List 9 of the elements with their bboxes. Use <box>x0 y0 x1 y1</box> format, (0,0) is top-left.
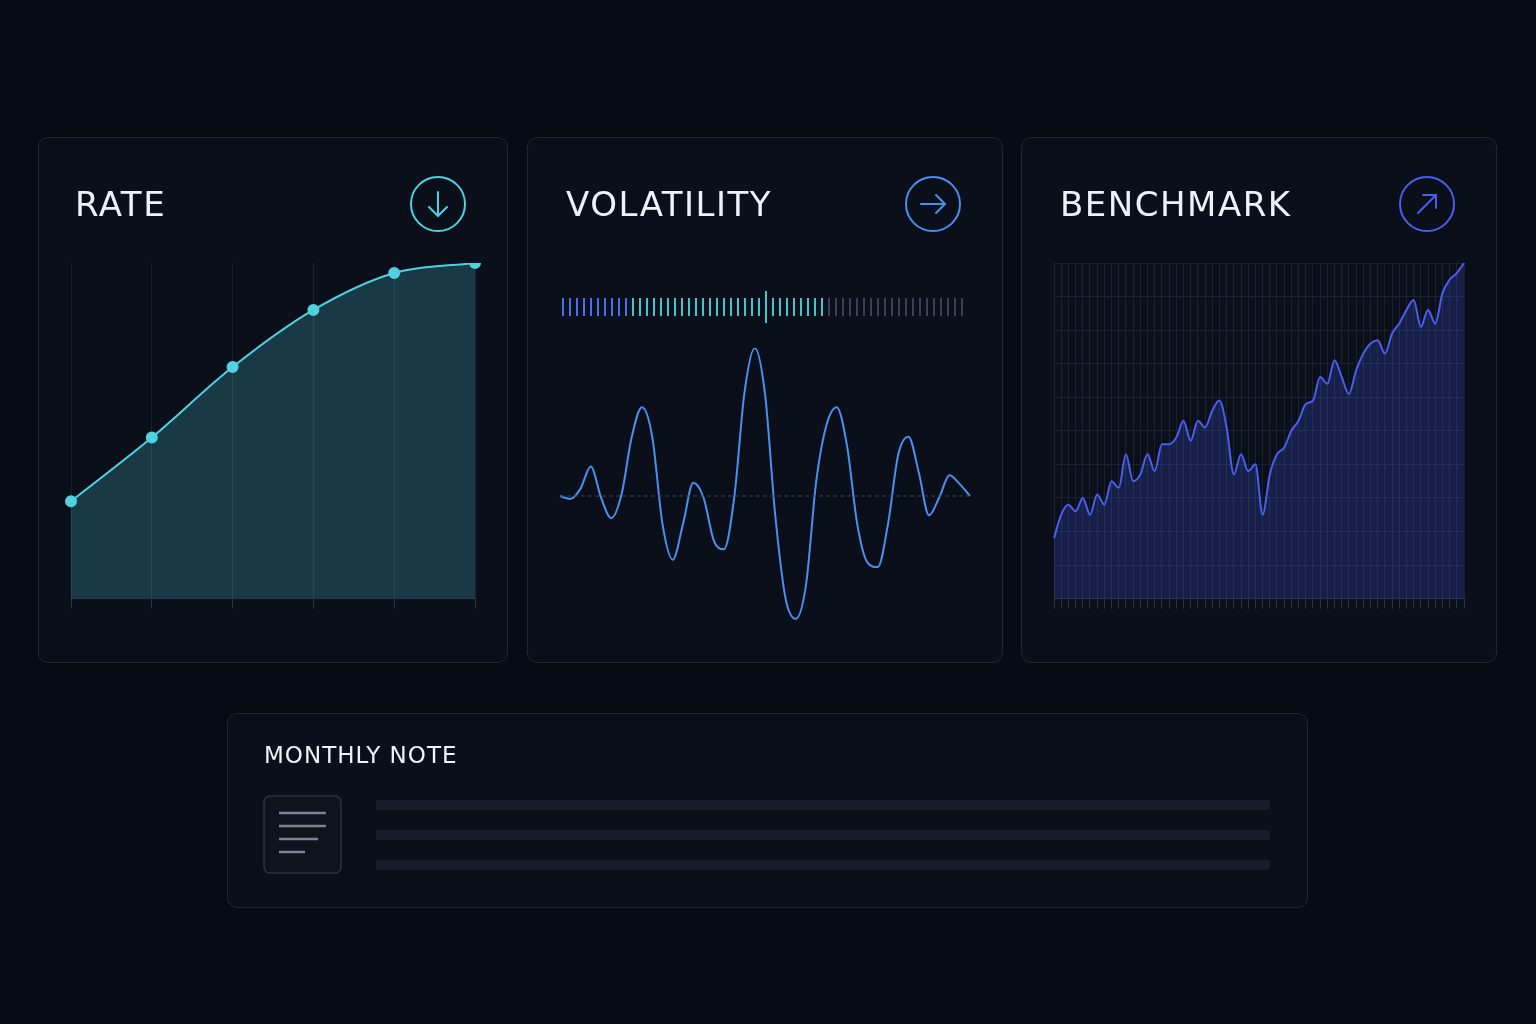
chart-title: VOLATILITY <box>566 184 773 224</box>
chart-title: RATE <box>75 184 167 224</box>
point <box>388 267 401 280</box>
point <box>65 495 77 508</box>
point <box>145 431 158 444</box>
chart-title: BENCHMARK <box>1060 184 1292 224</box>
point <box>307 303 320 316</box>
text: MONTHLY NOTE <box>264 742 458 768</box>
point <box>226 361 239 374</box>
